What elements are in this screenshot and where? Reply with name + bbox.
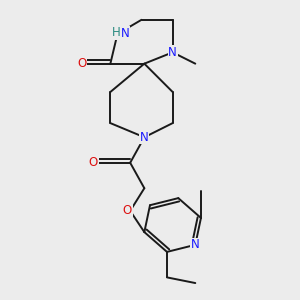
Text: N: N bbox=[168, 46, 177, 59]
Text: N: N bbox=[140, 131, 149, 144]
Text: N: N bbox=[121, 27, 130, 40]
Text: O: O bbox=[89, 156, 98, 169]
Text: O: O bbox=[77, 57, 87, 70]
Text: N: N bbox=[191, 238, 200, 251]
Text: H: H bbox=[112, 26, 120, 39]
Text: O: O bbox=[123, 204, 132, 218]
